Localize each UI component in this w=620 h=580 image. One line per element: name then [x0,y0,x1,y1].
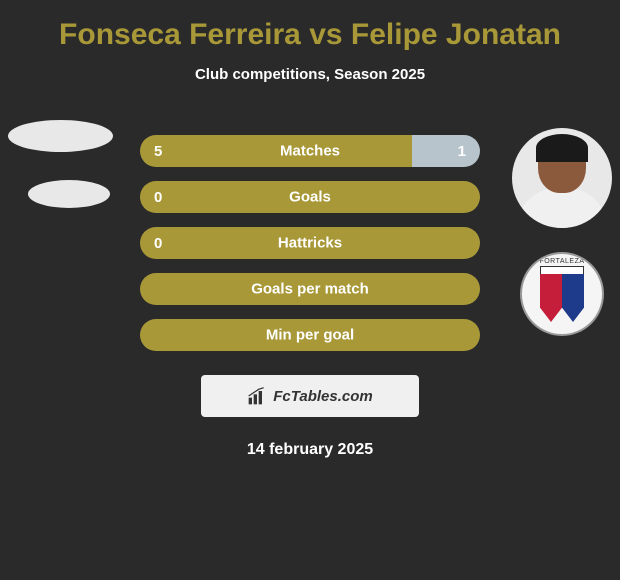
shield-right [562,274,584,322]
avatar-hair [536,134,588,162]
right-avatars: FORTALEZA [512,128,612,336]
comparison-title: Fonseca Ferreira vs Felipe Jonatan [0,18,620,52]
stat-right-bar [466,319,480,351]
player1-name: Fonseca Ferreira [59,18,301,51]
left-avatars [8,120,113,208]
stat-label: Goals per match [251,281,369,298]
watermark-badge: FcTables.com [201,375,419,417]
stat-row: Min per goal [140,319,480,351]
stat-label: Hattricks [278,235,342,252]
stat-row: 51 Matches [140,135,480,167]
stat-label: Min per goal [266,327,354,344]
subtitle: Club competitions, Season 2025 [0,66,620,83]
stat-right-bar [466,273,480,305]
player2-avatar [512,128,612,228]
stat-right-bar: 1 [412,135,480,167]
avatar-body [517,188,607,228]
vs-separator: vs [309,18,342,51]
chart-icon [247,386,267,406]
player2-name: Felipe Jonatan [351,18,561,51]
shield-left [540,274,562,322]
stat-right-bar [466,181,480,213]
watermark-text: FcTables.com [273,388,372,405]
player2-club-logo: FORTALEZA [520,252,604,336]
stat-row: 0Goals [140,181,480,213]
stat-right-bar [466,227,480,259]
stat-left-bar: 5 [140,135,412,167]
infographic-container: Fonseca Ferreira vs Felipe Jonatan Club … [0,0,620,469]
left-avatar-placeholder-2 [28,180,110,208]
stat-row: 0Hattricks [140,227,480,259]
stat-row: Goals per match [140,273,480,305]
date-label: 14 february 2025 [0,441,620,459]
left-avatar-placeholder-1 [8,120,113,152]
stat-label: Matches [280,143,340,160]
club-text: FORTALEZA [539,258,584,265]
shield-icon [540,266,584,322]
stat-label: Goals [289,189,331,206]
